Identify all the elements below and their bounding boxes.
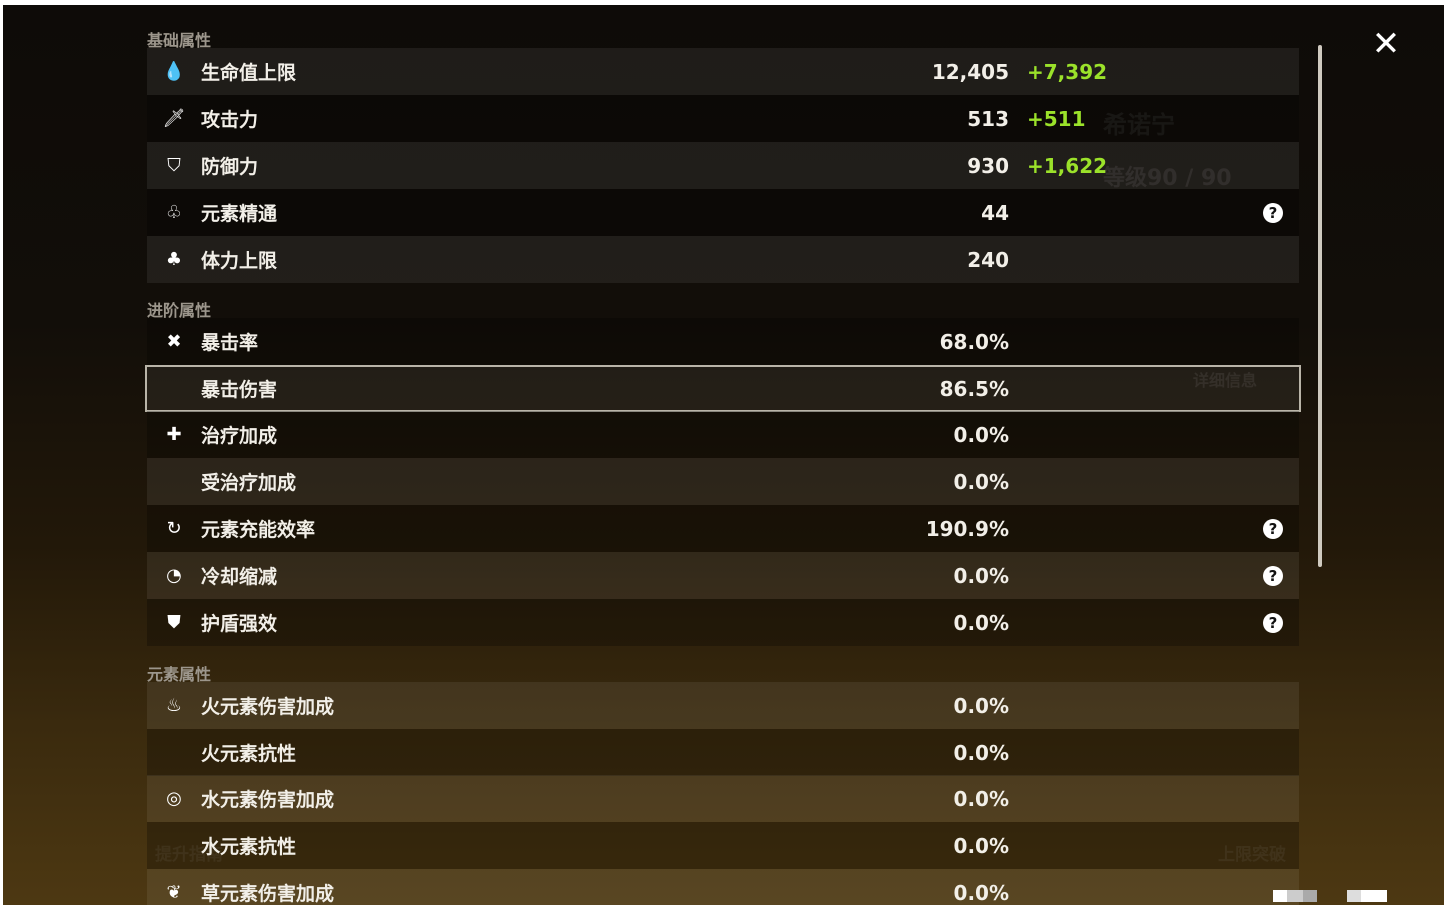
help-icon[interactable]: ? (1263, 565, 1283, 586)
stat-value: 240 (967, 247, 1009, 272)
stat-value: 0.0% (953, 469, 1009, 494)
stat-value: 68.0% (939, 329, 1009, 354)
stat-value: 0.0% (953, 563, 1009, 588)
stat-value: 12,405 (931, 59, 1009, 84)
stat-label: 防御力 (201, 156, 259, 178)
stat-label: 护盾强效 (201, 613, 278, 635)
stat-value: 930 (967, 153, 1009, 178)
stat-label: 攻击力 (201, 109, 259, 131)
pyro-icon: ♨ (165, 695, 183, 716)
stat-row[interactable]: ❦ 草元素伤害加成 0.0% (147, 869, 1299, 905)
sword-icon: 🗡 (162, 108, 186, 129)
stat-value: 0.0% (953, 422, 1009, 447)
stat-row[interactable]: ✚ 治疗加成 0.0% (147, 411, 1299, 458)
bg-character-name: 希诺宁 (1103, 111, 1175, 139)
stat-value: 0.0% (953, 610, 1009, 635)
stat-label: 冷却缩减 (201, 566, 278, 588)
hydro-icon: ◎ (166, 788, 182, 809)
stat-value: 0.0% (953, 833, 1009, 858)
stat-row[interactable]: 暴击伤害 86.5% (145, 365, 1301, 412)
stat-label: 水元素伤害加成 (201, 789, 335, 811)
stat-row[interactable]: ⛉ 防御力 930 +1,622 (147, 142, 1299, 189)
stat-label: 水元素抗性 (201, 836, 297, 858)
cooldown-icon: ◔ (166, 565, 182, 586)
stat-value: 0.0% (953, 693, 1009, 718)
stat-row[interactable]: 火元素抗性 0.0% (147, 729, 1299, 776)
stat-row[interactable]: ◔ 冷却缩减 0.0%? (147, 552, 1299, 599)
help-icon[interactable]: ? (1263, 612, 1283, 633)
stat-row[interactable]: ♨ 火元素伤害加成 0.0% (147, 682, 1299, 729)
stat-label: 暴击伤害 (201, 379, 278, 401)
bg-guide-button: 提升指南 (155, 845, 223, 865)
stat-label: 元素充能效率 (201, 519, 316, 541)
scrollbar[interactable] (1318, 45, 1322, 567)
stat-value: 0.0% (953, 786, 1009, 811)
stat-row[interactable]: 水元素抗性 0.0% (147, 822, 1299, 869)
stat-label: 火元素伤害加成 (201, 696, 335, 718)
stat-value: 0.0% (953, 740, 1009, 765)
healing-cross-icon: ✚ (166, 424, 182, 445)
close-icon[interactable]: ✕ (1371, 24, 1401, 64)
stat-label: 暴击率 (201, 332, 259, 354)
stat-label: 火元素抗性 (201, 743, 297, 765)
bg-detail-button: 详细信息 (1193, 371, 1258, 390)
stat-value: 0.0% (953, 880, 1009, 905)
section-title: 元素属性 (147, 665, 212, 684)
elemental-mastery-icon: ♧ (165, 202, 183, 223)
dendro-icon: ❦ (166, 882, 182, 903)
stat-bonus: +511 (1027, 106, 1086, 131)
bg-level: 等级90 / 90 (1103, 166, 1232, 191)
bg-ascend-button: 上限突破 (1218, 845, 1286, 865)
stat-label: 受治疗加成 (201, 472, 297, 494)
stat-bonus: +7,392 (1027, 59, 1108, 84)
stat-label: 治疗加成 (201, 425, 278, 447)
stat-row[interactable]: ♧ 元素精通 44? (147, 189, 1299, 236)
stat-row[interactable]: ♣ 体力上限 240 (147, 236, 1299, 283)
crit-rate-icon: ✖ (166, 331, 182, 352)
stat-value: 44 (981, 200, 1009, 225)
stat-row[interactable]: ↻ 元素充能效率 190.9%? (147, 505, 1299, 552)
stat-label: 体力上限 (201, 250, 278, 272)
pixelated-watermark (1273, 890, 1387, 902)
stat-label: 生命值上限 (201, 62, 297, 84)
stat-row[interactable]: 受治疗加成 0.0% (147, 458, 1299, 505)
energy-recharge-icon: ↻ (166, 518, 182, 539)
hp-drop-icon: 💧 (162, 61, 186, 82)
stamina-icon: ♣ (165, 249, 183, 270)
stat-row[interactable]: 🗡 攻击力 513 +511 (147, 95, 1299, 142)
stat-label: 草元素伤害加成 (201, 883, 335, 905)
stat-value: 513 (967, 106, 1009, 131)
game-screen: 希诺宁 等级90 / 90 详细信息 提升指南 上限突破 基础属性 💧 生命值上限 1… (3, 5, 1444, 905)
shield-icon: ⛉ (167, 155, 181, 176)
help-icon[interactable]: ? (1263, 518, 1283, 539)
stat-value: 190.9% (925, 516, 1009, 541)
stat-bonus: +1,622 (1027, 153, 1108, 178)
stat-row[interactable]: 💧 生命值上限 12,405 +7,392 (147, 48, 1299, 95)
stat-value: 86.5% (939, 376, 1009, 401)
stat-row[interactable]: ✖ 暴击率 68.0% (147, 318, 1299, 365)
stat-row[interactable]: ⛊ 护盾强效 0.0%? (147, 599, 1299, 646)
help-icon[interactable]: ? (1263, 202, 1283, 223)
stat-row[interactable]: ◎ 水元素伤害加成 0.0% (147, 775, 1299, 822)
section-title: 进阶属性 (147, 301, 212, 320)
section-title: 基础属性 (147, 31, 212, 50)
shield-strength-icon: ⛊ (167, 612, 181, 633)
stat-label: 元素精通 (201, 203, 278, 225)
